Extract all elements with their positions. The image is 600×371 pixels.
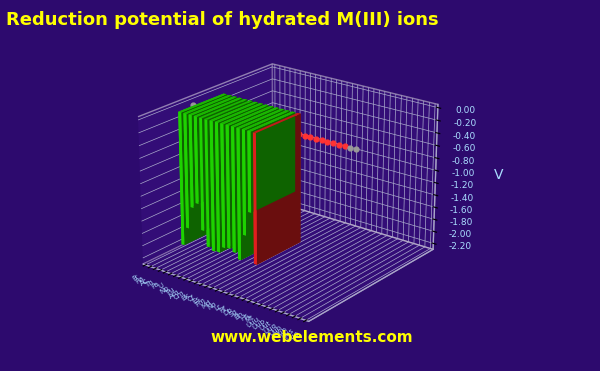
Text: www.webelements.com: www.webelements.com xyxy=(211,330,413,345)
Text: Reduction potential of hydrated M(III) ions: Reduction potential of hydrated M(III) i… xyxy=(6,11,439,29)
